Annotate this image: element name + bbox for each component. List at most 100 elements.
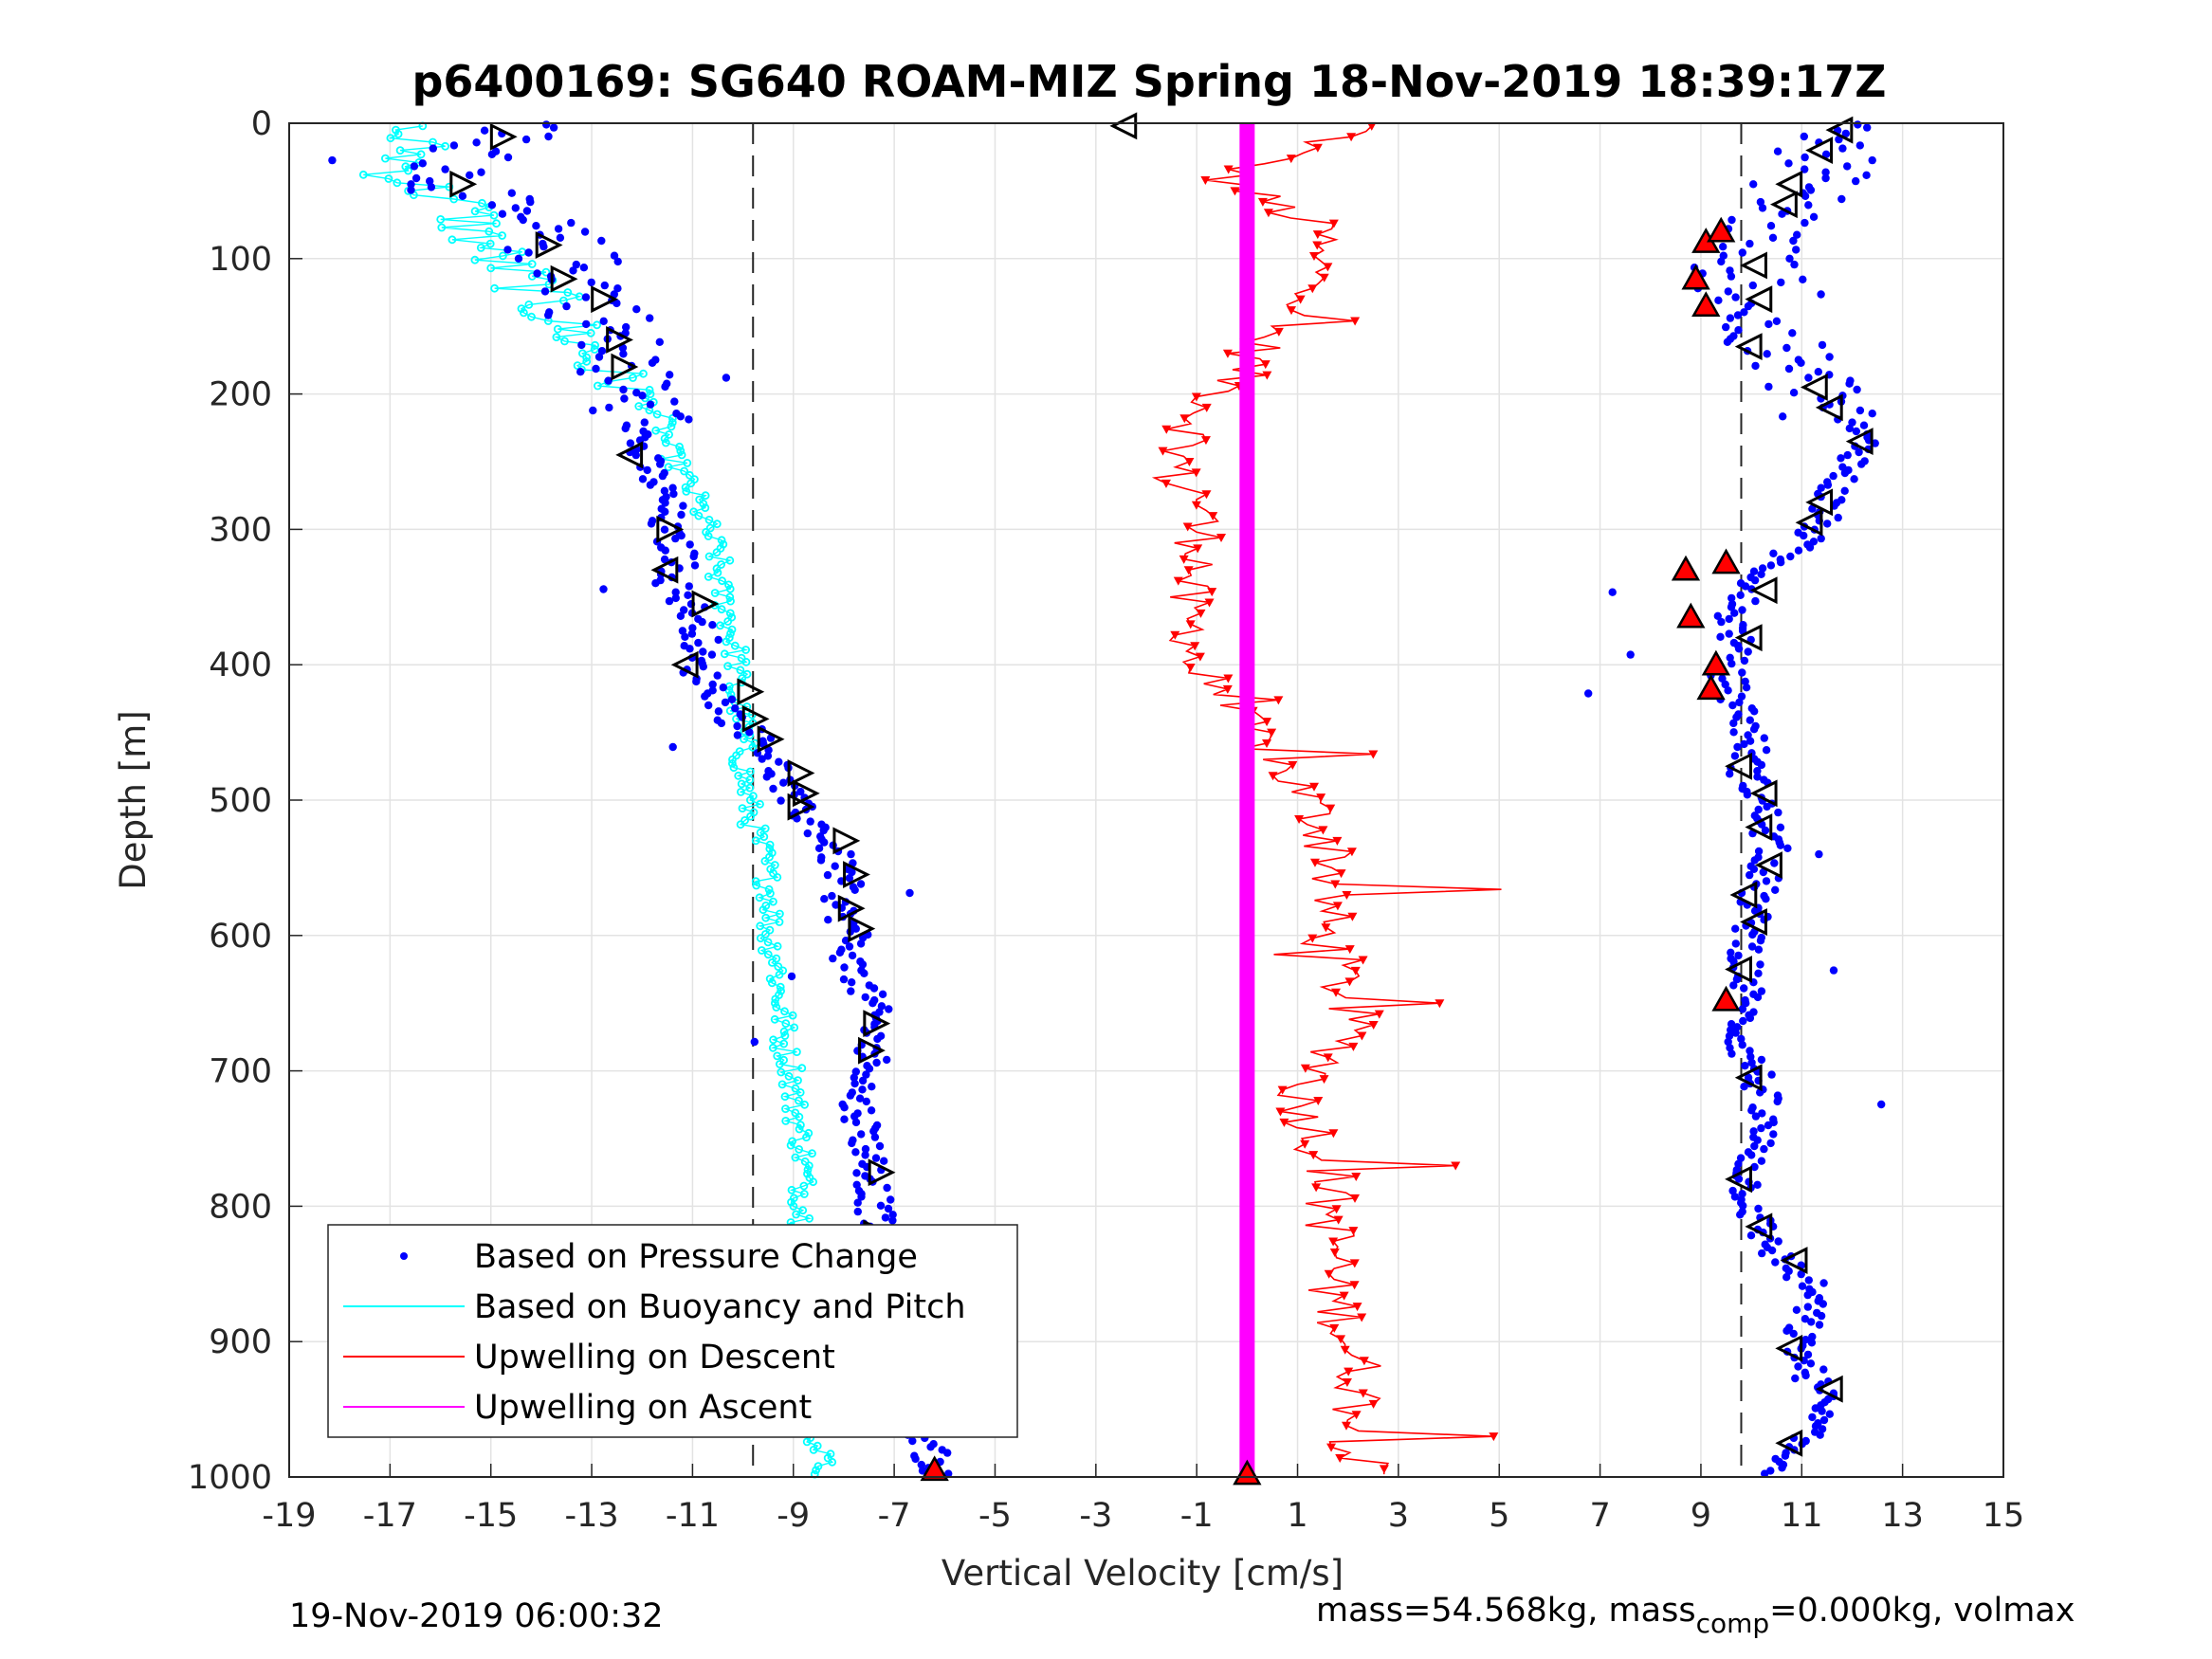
pressure-point: [1804, 201, 1813, 210]
pressure-point: [905, 888, 914, 898]
pressure-point: [820, 838, 829, 847]
ascent-triangle-marker: [1725, 752, 1752, 780]
pressure-point: [631, 450, 640, 460]
pressure-point: [1840, 468, 1850, 478]
buoyancy-point: [773, 941, 782, 951]
x-tick-label: 1: [1287, 1497, 1307, 1535]
pressure-point: [1764, 382, 1773, 392]
pressure-point: [860, 969, 868, 977]
pressure-point: [665, 596, 674, 606]
pressure-point: [1757, 987, 1766, 995]
descent-point: [1352, 1303, 1362, 1312]
buoyancy-point: [788, 1011, 797, 1020]
buoyancy-point: [795, 1124, 804, 1134]
pressure-point: [832, 901, 840, 909]
ascent-triangle-marker: [1800, 374, 1828, 401]
pressure-point: [1841, 129, 1851, 138]
ascent-triangle-marker: [1780, 1247, 1808, 1274]
pressure-point: [1784, 159, 1793, 168]
pressure-point: [1748, 930, 1757, 939]
pressure-point: [1817, 1311, 1826, 1321]
buoyancy-point: [765, 852, 774, 862]
buoyancy-point: [736, 665, 745, 675]
pressure-point: [328, 155, 337, 165]
pressure-point: [441, 165, 449, 173]
descent-point: [1311, 1183, 1322, 1193]
pressure-point: [850, 1079, 859, 1088]
ascent-triangle-marker: [1729, 881, 1758, 909]
buoyancy-point: [794, 1076, 802, 1085]
descent-point: [1319, 1075, 1329, 1085]
pressure-point: [1728, 1049, 1736, 1058]
pressure-point: [1778, 210, 1786, 218]
pressure-point: [1784, 1267, 1793, 1276]
descent-point: [1179, 414, 1190, 424]
descent-point: [1346, 848, 1357, 857]
pressure-point: [853, 1198, 862, 1207]
buoyancy-point: [668, 413, 677, 423]
pressure-point: [714, 707, 723, 716]
pressure-point: [883, 1183, 891, 1193]
buoyancy-point: [777, 1080, 787, 1089]
buoyancy-point: [441, 141, 450, 151]
pressure-point: [1730, 1193, 1740, 1201]
descent-point: [1319, 273, 1329, 283]
pressure-point: [689, 552, 698, 561]
buoyancy-point: [393, 129, 403, 138]
y-tick-labels: 0 100 200 300 400 500 600 700 800 900 1000: [188, 105, 302, 1497]
buoyancy-point: [764, 884, 774, 894]
y-tick-label: 600: [209, 918, 272, 956]
buoyancy-point: [776, 982, 785, 992]
pressure-point: [569, 266, 577, 275]
pressure-point: [449, 141, 459, 150]
descent-point: [1182, 522, 1193, 532]
pressure-point: [621, 424, 630, 433]
pressure-point: [1854, 120, 1862, 129]
pressure-point: [556, 233, 565, 242]
buoyancy-point: [582, 356, 592, 366]
pressure-point: [532, 222, 540, 230]
pressure-point: [599, 585, 608, 593]
pressure-point: [699, 647, 707, 656]
buoyancy-point: [737, 779, 746, 789]
buoyancy-point: [726, 629, 735, 638]
pressure-point: [1734, 645, 1744, 653]
legend-swatch-pressure: [400, 1252, 408, 1260]
buoyancy-point: [660, 434, 669, 444]
descent-point: [1193, 544, 1203, 554]
buoyancy-point: [517, 304, 526, 314]
pressure-point: [1740, 308, 1748, 317]
pressure-point: [1856, 141, 1865, 150]
buoyancy-point: [745, 775, 755, 784]
pressure-point: [677, 531, 686, 540]
pressure-point: [1762, 895, 1770, 903]
buoyancy-point: [766, 889, 775, 898]
buoyancy-point: [781, 1117, 791, 1125]
pressure-point: [861, 1151, 869, 1159]
descent-point: [1222, 684, 1233, 694]
ascent-triangle-marker: [1805, 488, 1834, 517]
buoyancy-point: [787, 1197, 795, 1207]
buoyancy-point: [726, 596, 735, 606]
pressure-point: [1818, 340, 1827, 350]
pressure-point: [514, 254, 523, 263]
descent-triangle-marker: [656, 515, 685, 543]
buoyancy-point: [802, 1437, 812, 1447]
pressure-point: [1819, 1365, 1828, 1374]
pressure-point: [1726, 770, 1734, 778]
pressure-point: [857, 1130, 866, 1139]
ascent-triangle-marker: [1725, 1165, 1752, 1194]
pressure-point: [503, 246, 512, 254]
y-tick-label: 400: [209, 647, 272, 684]
pressure-point: [1733, 742, 1742, 752]
pressure-point: [1777, 278, 1785, 287]
pressure-point: [1776, 823, 1785, 831]
descent-point: [1309, 782, 1320, 792]
buoyancy-point: [729, 763, 739, 773]
buoyancy-point: [724, 580, 733, 590]
pressure-point: [411, 173, 421, 183]
pressure-point: [1724, 1037, 1732, 1047]
pressure-point: [848, 1139, 856, 1148]
descent-triangle-marker: [868, 1158, 896, 1187]
descent-point: [1346, 133, 1357, 142]
